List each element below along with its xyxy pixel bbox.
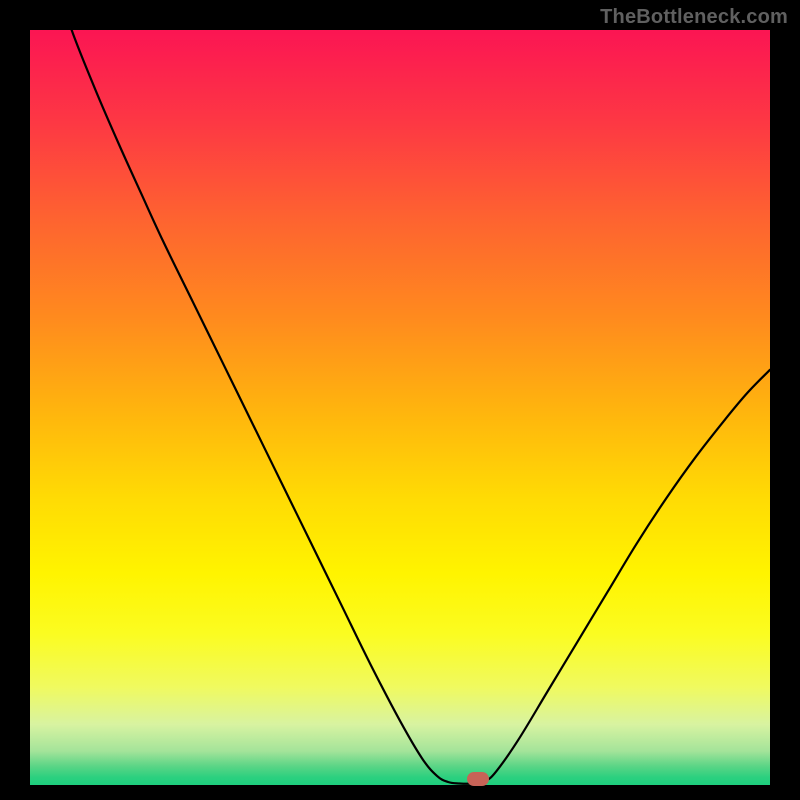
bottleneck-curve — [30, 30, 770, 785]
chart-container: TheBottleneck.com — [0, 0, 800, 800]
optimal-point-marker — [467, 772, 489, 786]
attribution-label: TheBottleneck.com — [600, 6, 788, 29]
plot-area — [30, 30, 770, 785]
